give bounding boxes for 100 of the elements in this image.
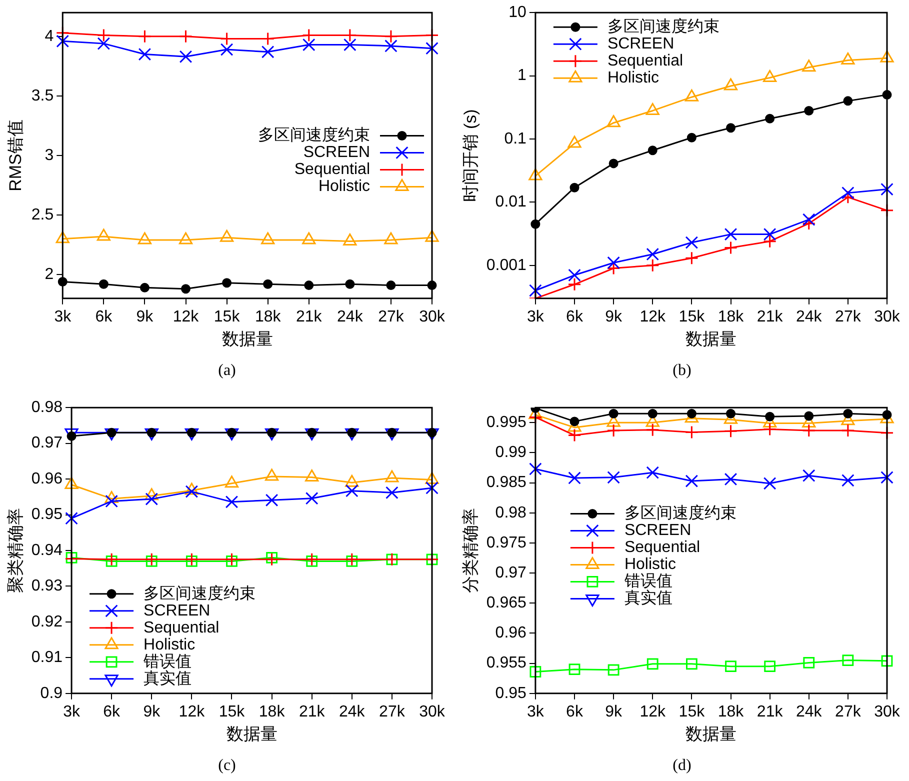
legend-label: Sequential — [144, 619, 220, 636]
point — [426, 42, 438, 55]
point — [802, 216, 816, 230]
point — [841, 52, 855, 65]
legend-label: Sequential — [624, 539, 700, 556]
x-tick-label: 18k — [258, 703, 286, 720]
text: (d) — [672, 757, 692, 775]
y-tick-label: 3.5 — [31, 87, 54, 104]
point — [265, 494, 278, 507]
legend-label: 多区间速度约束 — [258, 126, 370, 144]
legend-label: SCREEN — [624, 522, 692, 540]
point — [222, 278, 232, 288]
x-tick-label: 27k — [835, 308, 862, 326]
point — [724, 472, 738, 486]
legend-label: Sequential — [607, 52, 684, 70]
point — [184, 552, 198, 566]
point — [765, 412, 775, 422]
legend-label: 错误值 — [142, 653, 192, 670]
x-tick-label: 18k — [718, 703, 745, 720]
point — [725, 660, 736, 672]
y-axis-title: 分类精确率 — [460, 508, 480, 593]
point — [607, 256, 620, 270]
x-tick-label: 3k — [54, 308, 72, 326]
y-tick-label: 0.94 — [31, 542, 63, 559]
legend-label: SCREEN — [303, 144, 370, 162]
x-tick-label: 27k — [379, 703, 406, 720]
point — [304, 280, 314, 290]
y-tick-label: 0.985 — [486, 474, 527, 492]
y-tick-label: 0.955 — [486, 654, 527, 672]
y-tick-label: 0.96 — [495, 624, 527, 642]
point — [530, 666, 542, 678]
point — [842, 474, 854, 487]
x-tick-label: 15k — [678, 308, 706, 326]
point — [226, 556, 238, 567]
point — [426, 482, 438, 494]
x-tick-label: 24k — [339, 703, 366, 720]
y-tick-label: 0.9 — [40, 684, 63, 702]
y-axis-title: 时间开销 (s) — [460, 109, 480, 202]
point — [568, 268, 581, 282]
point — [763, 228, 776, 241]
point — [606, 262, 620, 275]
point — [804, 411, 814, 421]
x-tick-label: 24k — [796, 703, 823, 720]
y-tick-label: 2 — [44, 266, 54, 283]
point — [344, 38, 356, 52]
y-tick-label: 0.001 — [486, 256, 527, 274]
legend-label: Holistic — [624, 556, 676, 574]
x-tick-label: 18k — [718, 308, 745, 326]
legend-label: SCREEN — [144, 602, 210, 620]
x-tick-label: 27k — [378, 308, 405, 326]
point — [220, 43, 234, 56]
y-tick-label: 0.97 — [495, 564, 527, 582]
y-tick-label: 0.95 — [31, 506, 63, 524]
point — [346, 556, 358, 567]
point — [646, 248, 660, 261]
x-tick-label: 9k — [605, 308, 624, 326]
legend-label: SCREEN — [607, 36, 674, 53]
point — [685, 236, 698, 249]
point — [105, 494, 118, 508]
point — [803, 657, 815, 668]
y-tick-label: 0.975 — [486, 534, 527, 552]
point — [607, 470, 620, 484]
point — [841, 424, 855, 438]
point — [97, 37, 110, 50]
point — [96, 28, 110, 42]
x-tick-label: 30k — [419, 308, 446, 326]
x-tick-label: 15k — [214, 308, 241, 326]
point — [802, 469, 816, 482]
point — [763, 477, 776, 490]
point — [570, 182, 580, 192]
point — [568, 136, 582, 148]
point — [648, 146, 658, 156]
point — [138, 30, 152, 44]
point — [568, 664, 580, 676]
point — [386, 486, 398, 500]
point — [145, 492, 158, 506]
x-tick-label: 30k — [874, 703, 901, 720]
point — [140, 282, 150, 292]
x-tick-label: 21k — [296, 308, 323, 326]
point — [880, 50, 894, 62]
point — [184, 482, 199, 495]
y-tick-label: 0.92 — [31, 613, 63, 630]
point — [224, 476, 239, 488]
y-tick-label: 0.97 — [31, 434, 63, 452]
x-tick-label: 12k — [172, 308, 200, 326]
legend-label: Holistic — [318, 178, 370, 196]
point — [726, 123, 736, 133]
point — [686, 658, 698, 670]
legend-label: Holistic — [144, 636, 196, 654]
x-tick-label: 12k — [640, 703, 667, 720]
x-tick-label: 24k — [796, 308, 823, 326]
y-tick-label: 0.96 — [31, 470, 63, 488]
y-tick-label: 4 — [44, 28, 54, 45]
point — [648, 408, 658, 418]
y-tick-label: 2.5 — [31, 206, 54, 224]
y-tick-label: 0.98 — [31, 399, 63, 416]
point — [528, 168, 542, 180]
x-tick-label: 15k — [678, 703, 706, 720]
point — [261, 45, 274, 58]
point — [684, 251, 698, 265]
